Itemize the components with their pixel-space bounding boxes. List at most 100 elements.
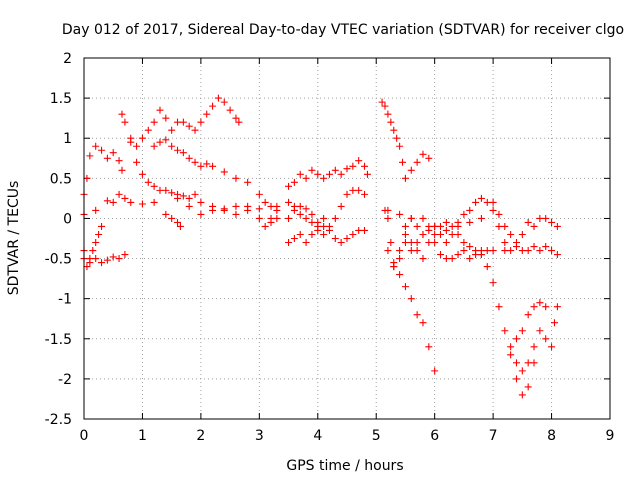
data-point [314,170,322,178]
series-arc-q [390,194,509,271]
data-points [80,94,561,399]
y-tick-label: 2 [63,51,72,67]
x-tick-label: 0 [80,428,89,444]
data-point [472,247,480,255]
data-point [448,230,456,238]
data-point [220,205,228,213]
data-point [431,230,439,238]
data-point [325,222,333,230]
series-arc-v [512,299,550,343]
data-point [349,186,357,194]
data-point [92,239,100,247]
data-point [355,157,363,165]
data-point [191,190,199,198]
data-point [244,202,252,210]
data-point [103,197,111,205]
data-point [363,170,371,178]
series-arc-d [80,190,184,230]
data-point [115,157,123,165]
data-point [425,239,433,247]
x-tick-label: 8 [547,428,556,444]
data-point [542,335,550,343]
data-point [133,158,141,166]
data-point [530,243,538,251]
data-point [343,165,351,173]
data-point [176,222,184,230]
data-point [542,243,550,251]
data-point [483,263,491,271]
y-tick-label: -1 [58,292,72,308]
data-point [349,162,357,170]
data-point [320,230,328,238]
data-point [466,206,474,214]
data-point [387,239,395,247]
data-point [507,351,515,359]
data-point [203,160,211,168]
series-arc-t [501,243,561,259]
data-point [179,192,187,200]
data-point [536,214,544,222]
data-point [530,303,538,311]
x-tick-label: 5 [372,428,381,444]
data-point [179,118,187,126]
y-tick-label: -1.5 [45,332,72,348]
data-point [512,375,520,383]
x-tick-label: 6 [430,428,439,444]
data-point [127,138,135,146]
data-point [168,126,176,134]
data-point [168,189,176,197]
series-arc-c [80,222,106,271]
data-point [553,303,561,311]
data-point [203,110,211,118]
y-tick-label: 1.5 [50,91,72,107]
data-point [320,174,328,182]
data-point [144,178,152,186]
data-point [437,230,445,238]
data-point [518,230,526,238]
data-point [127,198,135,206]
data-point [285,198,293,206]
data-point [349,230,357,238]
data-point [407,166,415,174]
data-point [185,154,193,162]
data-point [501,327,509,335]
x-tick-label: 4 [313,428,322,444]
data-point [401,222,409,230]
series-arc-g [150,136,281,210]
data-point [118,166,126,174]
series-arc-e [118,110,281,222]
data-point [448,222,456,230]
data-point [437,222,445,230]
data-point [384,247,392,255]
data-point [396,142,404,150]
data-point [448,255,456,263]
data-point [401,239,409,247]
data-point [419,230,427,238]
data-point [162,210,170,218]
data-point [425,154,433,162]
data-point [343,235,351,242]
data-point [483,198,491,206]
data-point [477,214,485,222]
data-point [168,214,176,222]
data-point [413,247,421,255]
series-arc-k [285,214,369,247]
data-point [437,251,445,259]
data-point [285,214,293,222]
data-point [296,230,304,238]
data-point [343,190,351,198]
data-point [393,134,401,142]
data-point [548,218,556,226]
data-point [331,235,339,242]
data-point [530,222,538,230]
data-point [483,247,491,255]
data-point [454,230,462,238]
data-point [150,118,158,126]
data-point [512,335,520,343]
data-point [460,210,468,218]
data-point [197,198,205,206]
x-tick-label: 1 [138,428,147,444]
data-point [553,251,561,259]
data-point [387,118,395,126]
data-point [302,174,310,182]
